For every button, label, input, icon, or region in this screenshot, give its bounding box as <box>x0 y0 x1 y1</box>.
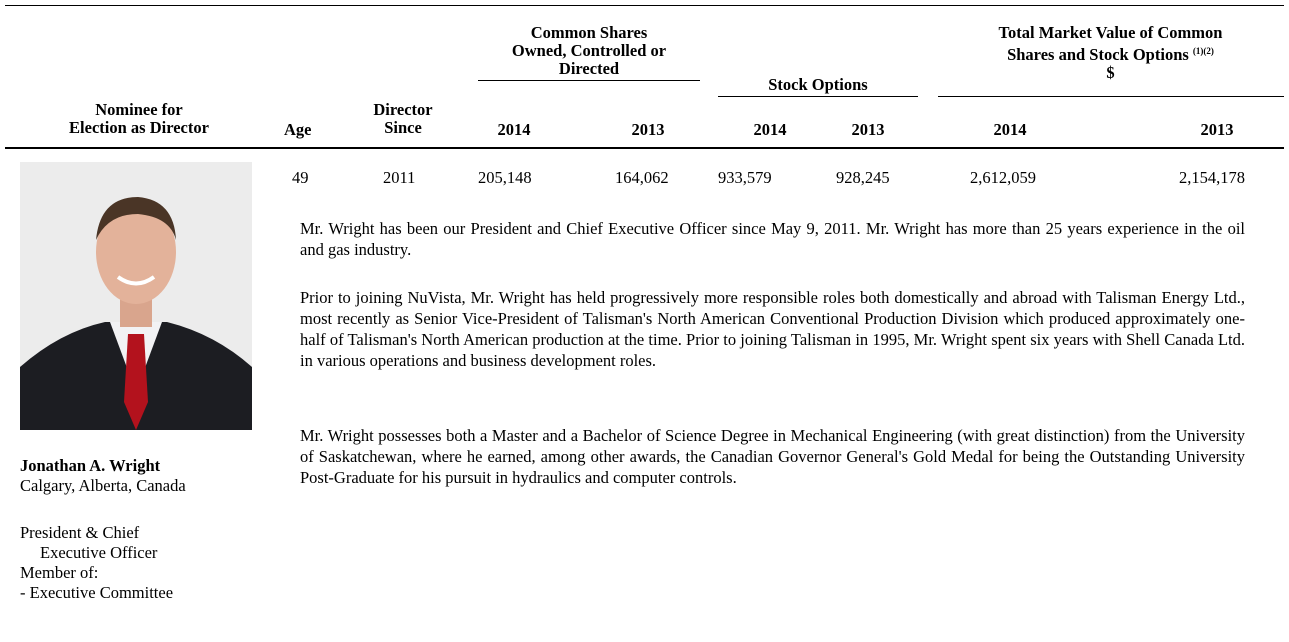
year-header: 2013 <box>851 120 885 139</box>
group-rule <box>478 80 700 81</box>
nominee-name: Jonathan A. Wright <box>20 456 161 475</box>
cell: 928,245 <box>836 168 890 187</box>
nominee-location: Calgary, Alberta, Canada <box>20 476 186 495</box>
header-line: Directed <box>558 59 620 78</box>
cell: 205,148 <box>478 168 532 187</box>
header-line: Since <box>384 118 422 137</box>
cell: 164,062 <box>615 168 669 187</box>
portrait <box>20 162 252 430</box>
header-line: Election as Director <box>69 118 209 137</box>
header-line: Shares and Stock Options (1)(2) <box>938 42 1283 64</box>
nominee-membership: - Executive Committee <box>20 583 174 602</box>
header-line: Total Market Value of Common <box>998 23 1223 42</box>
top-rule <box>5 5 1284 6</box>
year-header: 2013 <box>1200 120 1234 139</box>
group-header: Total Market Value of Common Shares and … <box>938 24 1283 82</box>
nominee-title: Executive Officer <box>40 543 158 562</box>
footnote-ref: (1)(2) <box>1192 46 1214 56</box>
header-line: Nominee for <box>95 100 183 119</box>
group-rule <box>938 96 1284 97</box>
cell: 2011 <box>383 168 416 187</box>
column-header: Age <box>284 120 312 139</box>
bio-paragraph: Mr. Wright has been our President and Ch… <box>300 219 1245 259</box>
header-text: Shares and Stock Options <box>1007 45 1189 64</box>
group-rule <box>718 96 918 97</box>
header-rule <box>5 147 1284 149</box>
header-line: Director <box>373 100 433 119</box>
bio-paragraph: Prior to joining NuVista, Mr. Wright has… <box>300 288 1245 370</box>
nominee-title: President & Chief <box>20 523 140 542</box>
cell: 2,612,059 <box>970 168 1036 187</box>
cell: 2,154,178 <box>1179 168 1245 187</box>
header-line: Owned, Controlled or <box>511 41 667 60</box>
bio-paragraph: Mr. Wright possesses both a Master and a… <box>300 426 1245 487</box>
year-header: 2014 <box>993 120 1027 139</box>
column-header: Director Since <box>353 101 453 137</box>
year-header: 2014 <box>753 120 787 139</box>
header-line: Common Shares <box>530 23 648 42</box>
cell: 933,579 <box>718 168 772 187</box>
nominee-membership: Member of: <box>20 563 99 582</box>
column-header: Nominee for Election as Director <box>20 101 258 137</box>
header-line: $ <box>1106 63 1115 82</box>
group-header: Stock Options <box>768 75 868 94</box>
year-header: 2014 <box>497 120 531 139</box>
year-header: 2013 <box>631 120 665 139</box>
group-header: Common Shares Owned, Controlled or Direc… <box>478 24 700 78</box>
cell: 49 <box>292 168 309 187</box>
